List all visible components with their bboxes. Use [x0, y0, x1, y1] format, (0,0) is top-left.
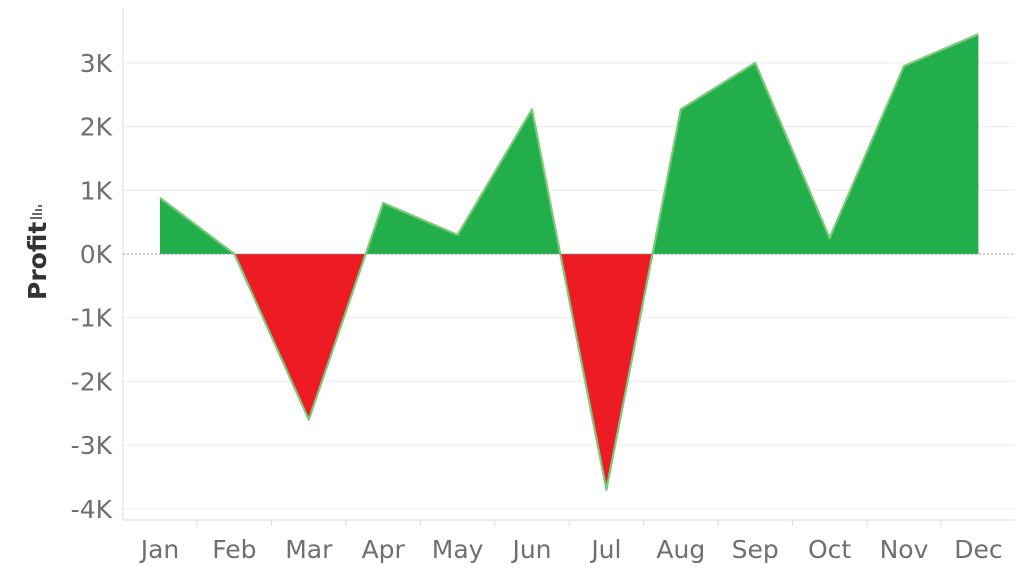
y-axis-ticks: 3K 2K 1K 0K -1K -2K -3K -4K [71, 49, 113, 524]
area-series [155, 29, 983, 495]
x-axis-ticks: Jan Feb Mar Apr May Jun Jul Aug Sep Oct Nov Dec [139, 520, 1003, 564]
x-tick-label-jun: Jun [510, 535, 551, 564]
data-point-apr[interactable] [378, 198, 388, 208]
data-point-may[interactable] [453, 230, 463, 240]
x-tick-label-apr: Apr [362, 535, 406, 564]
data-point-oct[interactable] [825, 233, 835, 243]
data-point-aug[interactable] [676, 104, 686, 114]
y-tick-label: -3K [71, 431, 113, 460]
data-point-sep[interactable] [750, 58, 760, 68]
profit-negative-area-0 [234, 254, 366, 420]
x-tick-label-feb: Feb [212, 535, 256, 564]
y-axis-title: Profit [23, 222, 52, 300]
data-point-jul[interactable] [601, 485, 611, 495]
y-tick-label: -2K [71, 367, 113, 396]
y-tick-label: 1K [80, 176, 113, 205]
data-point-nov[interactable] [899, 61, 909, 71]
x-tick-label-dec: Dec [954, 535, 1002, 564]
y-tick-label: 0K [80, 240, 113, 269]
y-axis-title-group: Profit [23, 205, 52, 300]
x-tick-label-sep: Sep [732, 535, 779, 564]
data-point-jan[interactable] [155, 193, 165, 203]
data-point-jun[interactable] [527, 104, 537, 114]
x-tick-label-aug: Aug [656, 535, 705, 564]
x-tick-label-nov: Nov [880, 535, 929, 564]
x-tick-label-may: May [432, 535, 484, 564]
x-tick-label-jan: Jan [139, 535, 180, 564]
y-tick-label: 3K [80, 49, 113, 78]
profit-positive-area-1 [365, 109, 561, 255]
y-tick-label: -4K [71, 495, 113, 524]
profit-negative-area-1 [560, 254, 653, 490]
sort-descending-icon[interactable] [30, 205, 42, 219]
y-tick-label: 2K [80, 113, 113, 142]
data-point-mar[interactable] [304, 415, 314, 425]
data-point-feb[interactable] [229, 249, 239, 259]
x-tick-label-jul: Jul [589, 535, 621, 564]
data-point-dec[interactable] [973, 29, 983, 39]
x-tick-label-oct: Oct [808, 535, 851, 564]
y-tick-label: -1K [71, 304, 113, 333]
x-tick-label-mar: Mar [285, 535, 333, 564]
profit-positive-area-2 [652, 34, 979, 254]
profit-series-line [159, 33, 979, 491]
